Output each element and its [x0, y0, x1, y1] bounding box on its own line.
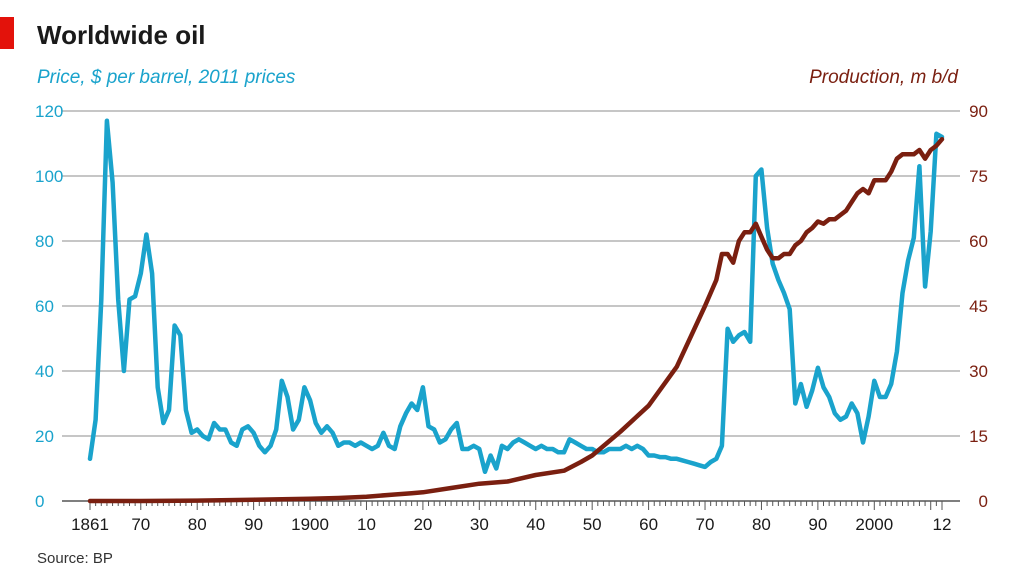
- x-tick-label: 60: [639, 515, 658, 534]
- x-tick-label: 80: [752, 515, 771, 534]
- x-tick-label: 50: [583, 515, 602, 534]
- right-tick-label: 30: [969, 362, 988, 381]
- right-tick-label: 60: [969, 232, 988, 251]
- x-tick-label: 2000: [855, 515, 893, 534]
- price-series-line: [87, 118, 945, 475]
- x-tick-label: 20: [413, 515, 432, 534]
- x-tick-label: 70: [131, 515, 150, 534]
- source-note: Source: BP: [37, 550, 113, 567]
- left-tick-label: 100: [35, 167, 63, 186]
- x-tick-label: 1861: [71, 515, 109, 534]
- chart-title: Worldwide oil: [37, 20, 206, 50]
- right-axis-label: Production, m b/d: [809, 67, 959, 88]
- right-tick-label: 45: [969, 297, 988, 316]
- left-tick-label: 20: [35, 427, 54, 446]
- left-tick-label: 60: [35, 297, 54, 316]
- left-tick-label: 80: [35, 232, 54, 251]
- x-tick-label: 1900: [291, 515, 329, 534]
- x-tick-label: 90: [808, 515, 827, 534]
- left-tick-label: 0: [35, 492, 44, 511]
- accent-bar: [0, 17, 14, 49]
- left-axis-ticks: 0 20 40 60 80 100 120: [35, 102, 63, 511]
- left-tick-label: 40: [35, 362, 54, 381]
- x-tick-label: 12: [933, 515, 952, 534]
- x-tick-label: 40: [526, 515, 545, 534]
- x-axis: 1861 70 80 90 1900 10 20 30 40 50 60 70 80 90 2000 12: [62, 500, 960, 534]
- x-tick-label: 10: [357, 515, 376, 534]
- x-tick-label: 30: [470, 515, 489, 534]
- gridlines: [62, 110, 960, 437]
- right-tick-label: 90: [969, 102, 988, 121]
- right-axis-ticks: 0 15 30 45 60 75 90: [969, 102, 988, 511]
- production-series-line: [87, 136, 945, 504]
- x-tick-label: 90: [244, 515, 263, 534]
- right-tick-label: 0: [979, 492, 988, 511]
- x-tick-label: 70: [696, 515, 715, 534]
- x-tick-label: 80: [188, 515, 207, 534]
- right-tick-label: 75: [969, 167, 988, 186]
- right-tick-label: 15: [969, 427, 988, 446]
- left-axis-label: Price, $ per barrel, 2011 prices: [37, 67, 296, 88]
- series-group: [87, 118, 945, 504]
- left-tick-label: 120: [35, 102, 63, 121]
